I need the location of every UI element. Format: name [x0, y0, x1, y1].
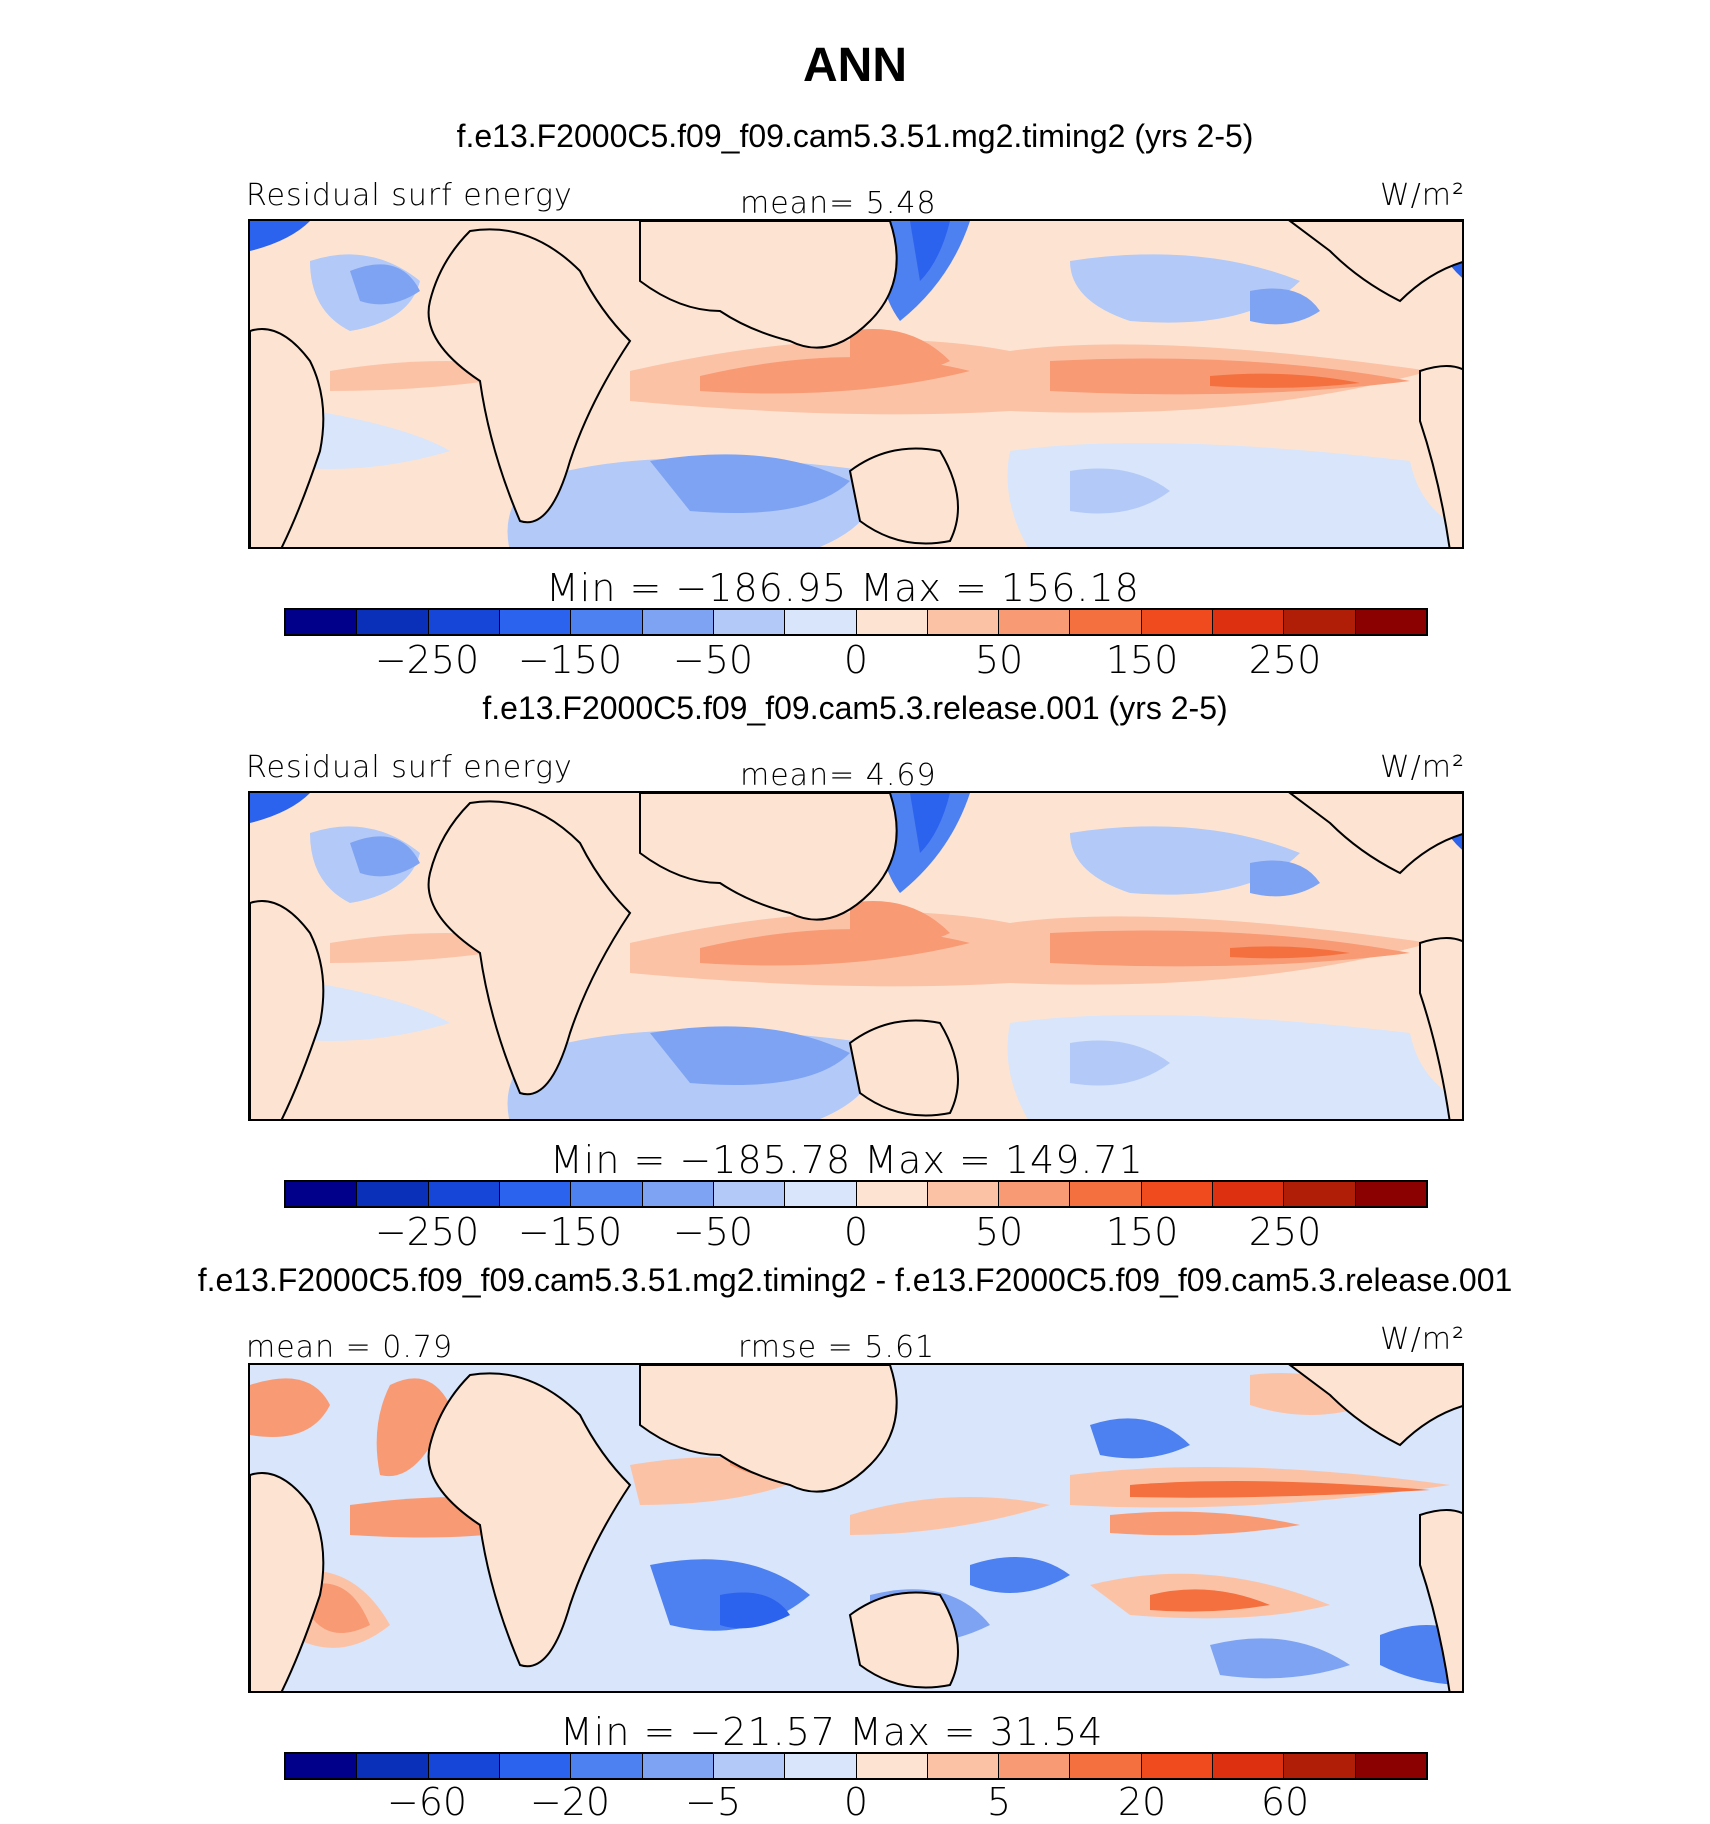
- colorbar-swatch: [1213, 1182, 1285, 1206]
- panel3-coastlines: [250, 1365, 1462, 1691]
- colorbar-swatch: [571, 1754, 643, 1778]
- colorbar-swatch: [1213, 1754, 1285, 1778]
- colorbar-swatch: [856, 1182, 928, 1206]
- colorbar-swatch: [999, 610, 1071, 634]
- colorbar-tick: 50: [974, 1210, 1024, 1254]
- panel2-mean-label: mean= 4.69: [740, 758, 937, 793]
- colorbar-swatch: [642, 610, 714, 634]
- colorbar-tick: −150: [517, 638, 623, 682]
- colorbar-tick: −50: [672, 1210, 754, 1254]
- panel1-left-label: Residual surf energy: [246, 178, 573, 213]
- colorbar-swatch: [856, 1754, 928, 1778]
- panel1-colorbar: [284, 608, 1428, 636]
- panel3-map: [248, 1363, 1464, 1693]
- panel1-minmax: Min = −186.95 Max = 156.18: [546, 566, 1140, 610]
- colorbar-swatch: [1284, 1754, 1356, 1778]
- colorbar-tick: 20: [1117, 1780, 1167, 1824]
- panel2-colorbar: [284, 1180, 1428, 1208]
- panel3-minmax: Min = −21.57 Max = 31.54: [560, 1710, 1104, 1754]
- colorbar-swatch: [357, 1754, 429, 1778]
- colorbar-swatch: [1284, 610, 1356, 634]
- colorbar-swatch: [1141, 1754, 1214, 1778]
- colorbar-swatch: [785, 610, 857, 634]
- colorbar-tick: 50: [974, 638, 1024, 682]
- colorbar-swatch: [927, 1182, 1000, 1206]
- panel1-coastlines: [250, 221, 1462, 547]
- colorbar-swatch: [785, 1182, 857, 1206]
- colorbar-swatch: [999, 1182, 1071, 1206]
- colorbar-swatch: [428, 1754, 500, 1778]
- colorbar-tick: 0: [843, 638, 869, 682]
- colorbar-swatch: [642, 1182, 714, 1206]
- colorbar-swatch: [785, 1754, 857, 1778]
- colorbar-tick: −20: [529, 1780, 611, 1824]
- colorbar-swatch: [1355, 1754, 1426, 1778]
- colorbar-swatch: [927, 1754, 1000, 1778]
- panel2-units: W/m²: [1380, 750, 1466, 785]
- colorbar-swatch: [499, 1182, 572, 1206]
- panel2-case-title: f.e13.F2000C5.f09_f09.cam5.3.release.001…: [482, 690, 1228, 726]
- colorbar-swatch: [1070, 610, 1142, 634]
- colorbar-swatch: [571, 610, 643, 634]
- colorbar-swatch: [713, 1754, 786, 1778]
- colorbar-swatch: [856, 610, 928, 634]
- panel3-colorbar-ticks: −60 −20 −5 0 5 20 60: [284, 1780, 1428, 1824]
- colorbar-tick: 60: [1260, 1780, 1310, 1824]
- colorbar-swatch: [357, 610, 429, 634]
- colorbar-tick: −50: [672, 638, 754, 682]
- panel1-units: W/m²: [1380, 178, 1466, 213]
- panel1-map: [248, 219, 1464, 549]
- panel1-colorbar-ticks: −250 −150 −50 0 50 150 250: [284, 638, 1428, 682]
- colorbar-swatch: [1284, 1182, 1356, 1206]
- panel3-units: W/m²: [1380, 1322, 1466, 1357]
- colorbar-swatch: [1141, 1182, 1214, 1206]
- colorbar-swatch: [927, 610, 1000, 634]
- panel1-case-title: f.e13.F2000C5.f09_f09.cam5.3.51.mg2.timi…: [456, 118, 1254, 154]
- colorbar-swatch: [1355, 610, 1426, 634]
- colorbar-tick: 250: [1248, 1210, 1322, 1254]
- colorbar-tick: −150: [517, 1210, 623, 1254]
- colorbar-swatch: [1141, 610, 1214, 634]
- colorbar-swatch: [428, 610, 500, 634]
- colorbar-tick: −60: [386, 1780, 468, 1824]
- colorbar-swatch: [1070, 1182, 1142, 1206]
- panel3-rmse-label: rmse = 5.61: [738, 1330, 936, 1365]
- colorbar-swatch: [286, 1182, 358, 1206]
- colorbar-swatch: [999, 1754, 1071, 1778]
- panel2-left-label: Residual surf energy: [246, 750, 573, 785]
- panel3-colorbar: [284, 1752, 1428, 1780]
- colorbar-swatch: [1355, 1182, 1426, 1206]
- colorbar-swatch: [713, 1182, 786, 1206]
- panel2-colorbar-ticks: −250 −150 −50 0 50 150 250: [284, 1210, 1428, 1254]
- colorbar-tick: 150: [1105, 1210, 1179, 1254]
- colorbar-tick: 0: [843, 1780, 869, 1824]
- colorbar-tick: 250: [1248, 638, 1322, 682]
- panel1-mean-label: mean= 5.48: [740, 186, 937, 221]
- colorbar-tick: 5: [986, 1780, 1012, 1824]
- colorbar-swatch: [428, 1182, 500, 1206]
- colorbar-swatch: [713, 610, 786, 634]
- colorbar-swatch: [286, 610, 358, 634]
- panel2-minmax: Min = −185.78 Max = 149.71: [550, 1138, 1144, 1182]
- colorbar-tick: −250: [374, 638, 480, 682]
- colorbar-swatch: [1213, 610, 1285, 634]
- panel2-field: [250, 793, 1462, 1119]
- colorbar-swatch: [357, 1182, 429, 1206]
- colorbar-tick: 0: [843, 1210, 869, 1254]
- colorbar-swatch: [286, 1754, 358, 1778]
- colorbar-tick: 150: [1105, 638, 1179, 682]
- colorbar-swatch: [642, 1754, 714, 1778]
- figure-title: ANN: [803, 39, 907, 92]
- colorbar-tick: −5: [684, 1780, 742, 1824]
- panel2-coastlines: [250, 793, 1462, 1119]
- panel3-case-title: f.e13.F2000C5.f09_f09.cam5.3.51.mg2.timi…: [197, 1262, 1513, 1298]
- colorbar-swatch: [499, 1754, 572, 1778]
- colorbar-swatch: [571, 1182, 643, 1206]
- colorbar-swatch: [1070, 1754, 1142, 1778]
- colorbar-tick: −250: [374, 1210, 480, 1254]
- panel3-mean-label: mean = 0.79: [246, 1330, 454, 1365]
- colorbar-swatch: [499, 610, 572, 634]
- panel2-map: [248, 791, 1464, 1121]
